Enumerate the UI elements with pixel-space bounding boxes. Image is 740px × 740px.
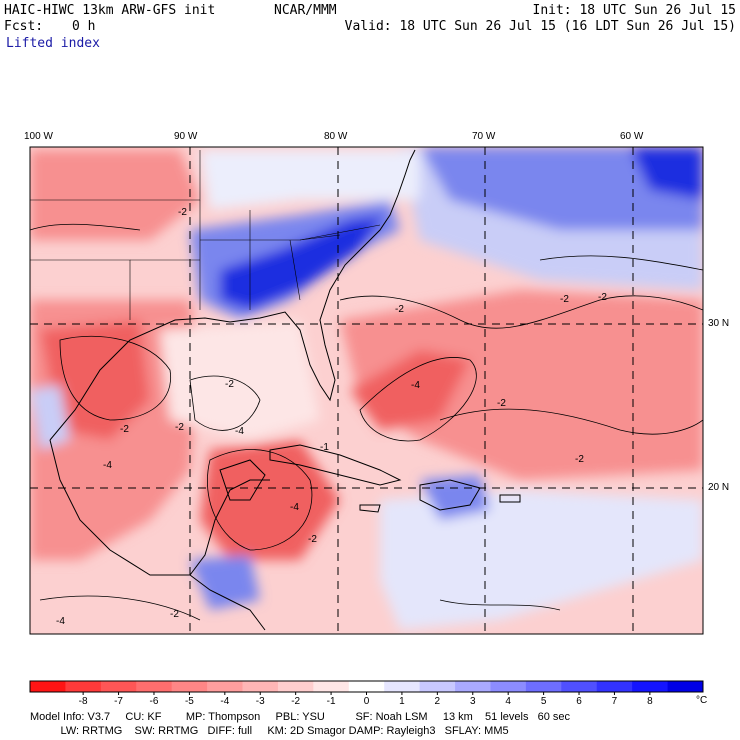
colorbar-tick-label: -3 (256, 696, 265, 707)
colorbar-cell (525, 681, 562, 692)
colorbar-cell (136, 681, 173, 692)
contour-label: -2 (598, 292, 607, 303)
mid-blue-north-atlantic (420, 147, 703, 230)
colorbar-tick-label: -8 (79, 696, 88, 707)
colorbar-cell (455, 681, 491, 692)
colorbar-cell (632, 681, 669, 692)
strong-blue-north-atlantic (630, 147, 703, 200)
contour-label: -2 (170, 609, 179, 620)
central-america (189, 574, 266, 631)
puerto-rico (499, 494, 521, 503)
contour-label: -2 (308, 534, 317, 545)
init-time: Init: 18 UTC Sun 26 Jul 15 (532, 3, 737, 18)
contour-label: -4 (103, 460, 112, 471)
light-blue-central-atlantic (380, 490, 703, 630)
org-label: NCAR/MMM (274, 3, 337, 18)
contour-label: -4 (411, 380, 420, 391)
contour-label: -4 (290, 502, 299, 513)
lon-label-80w: 80 W (324, 131, 348, 142)
red-field-texas (40, 320, 150, 440)
lon-label-100w: 100 W (24, 131, 53, 142)
field-name: Lifted index (6, 36, 100, 51)
contour-label: -2 (120, 424, 129, 435)
colorbar-tick-label: 2 (435, 696, 441, 707)
valid-time: Valid: 18 UTC Sun 26 Jul 15 (16 LDT Sun … (344, 19, 736, 34)
colorbar-tick-label: -4 (220, 696, 229, 707)
contour-lines (30, 223, 703, 621)
colorbar-cell (30, 681, 66, 692)
colorbar-cell (419, 681, 456, 692)
coastlines (49, 149, 521, 631)
hispaniola (419, 479, 481, 511)
contour-label: -2 (395, 304, 404, 315)
colorbar-cell (561, 681, 598, 692)
contour-label: -4 (235, 426, 244, 437)
cuba (269, 444, 402, 486)
colorbar-cell (596, 681, 633, 692)
red-field-north (30, 150, 200, 240)
map-frame (29, 146, 704, 635)
model-info-line2: LW: RRTMG SW: RRTMG DIFF: full KM: 2D Sm… (30, 725, 509, 737)
us-gulf-coast (49, 149, 416, 441)
lon-label-60w: 60 W (620, 131, 644, 142)
strong-blue-southeast-us (220, 215, 385, 310)
colorbar-cell (490, 681, 527, 692)
red-field-atlantic (340, 290, 703, 480)
lat-lon-grid (30, 147, 703, 634)
colorbar-cell (277, 681, 314, 692)
red-field-caribbean (200, 440, 340, 560)
colorbar-cell (384, 681, 421, 692)
contour-label: -2 (497, 398, 506, 409)
colorbar-cell (348, 681, 385, 692)
contour-label: -2 (178, 207, 187, 218)
colorbar-cell (65, 681, 102, 692)
fcst-value: 0 h (72, 19, 96, 34)
colorbar-tick-label: 1 (399, 696, 405, 707)
red-field-bahamas (350, 350, 470, 430)
contour-label: -2 (225, 379, 234, 390)
colorbar-tick-label: 4 (505, 696, 511, 707)
contour-label: -2 (560, 294, 569, 305)
colorbar-tick-label: 0 (364, 696, 370, 707)
colorbar-cell (207, 681, 244, 692)
colorbar-cell (667, 681, 704, 692)
colorbar-cell (313, 681, 350, 692)
jamaica (359, 504, 381, 513)
colorbar-unit: °C (696, 695, 707, 706)
state-borders (30, 150, 381, 320)
colorbar-tick-label: 3 (470, 696, 476, 707)
model-info-line1: Model Info: V3.7 CU: KF MP: Thompson PBL… (30, 711, 571, 723)
lon-label-70w: 70 W (472, 131, 496, 142)
white-ohio-valley (200, 150, 420, 210)
contour-label: -2 (175, 422, 184, 433)
colorbar-tick-label: -7 (114, 696, 123, 707)
blue-central-america (190, 555, 260, 610)
colorbar-tick-label: -5 (185, 696, 194, 707)
colorbar-tick-label: 5 (541, 696, 547, 707)
lat-label-30n: 30 N (708, 318, 730, 329)
lat-label-20n: 20 N (708, 482, 730, 493)
colorbar-tick-label: -1 (327, 696, 336, 707)
colorbar-tick-label: 6 (576, 696, 582, 707)
colorbar-tick-label: 8 (647, 696, 653, 707)
contour-label: -4 (56, 616, 65, 627)
colorbar-cell (171, 681, 208, 692)
lon-label-90w: 90 W (174, 131, 198, 142)
colorbar-tick-label: -6 (150, 696, 159, 707)
contour-label-group: -2 -4 -2 -2 -2 -4 -2 -2 -2 -4 -2 -2 -2 -… (56, 207, 607, 627)
contour-label: -2 (575, 454, 584, 465)
blue-west (30, 385, 70, 450)
fcst-label: Fcst: (4, 19, 44, 34)
model-title: HAIC-HIWC 13km ARW-GFS init (4, 3, 216, 18)
colorbar-cell (100, 681, 137, 692)
colorbar-tick-label: -2 (291, 696, 300, 707)
colorbar-cell (242, 681, 279, 692)
colorbar-tick-label: 7 (612, 696, 618, 707)
white-field-gulf (160, 320, 320, 440)
contour-label: -1 (320, 442, 329, 453)
